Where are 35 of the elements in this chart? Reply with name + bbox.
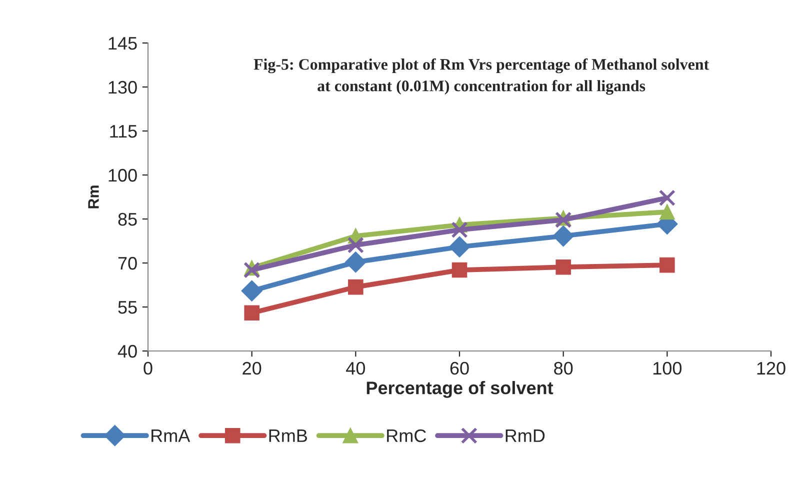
y-tick-label: 70: [118, 256, 137, 270]
y-tick-label: 40: [118, 344, 137, 358]
x-tick-label: 0: [144, 362, 152, 375]
y-axis-title: Rm: [88, 186, 99, 208]
point: [348, 279, 364, 295]
y-tick-label: 100: [108, 168, 137, 182]
point: [660, 204, 675, 220]
point: [658, 190, 676, 206]
legend-label: RmC: [387, 429, 426, 442]
y-tick-label: 115: [110, 125, 137, 138]
y-tick-label: 130: [108, 80, 137, 94]
point: [556, 259, 571, 275]
point: [452, 262, 468, 278]
x-tick-label: 100: [653, 362, 682, 375]
text: Fig-5: Comparative plot of Rm Vrs percentage of Methanol solvent at constant (0.01M) concentration for all ligands: [254, 58, 710, 95]
x-tick-label: 20: [242, 362, 262, 375]
point: [244, 305, 260, 321]
x-tick-label: 120: [757, 362, 786, 375]
point: [448, 236, 470, 258]
point: [451, 222, 468, 238]
point: [660, 257, 675, 273]
x-tick-label: 40: [346, 362, 366, 375]
point: [241, 280, 262, 302]
y-tick-label: 85: [118, 212, 137, 226]
point: [552, 226, 574, 247]
y-tick-label: 145: [108, 37, 137, 50]
point: [347, 236, 364, 254]
legend-label: RmD: [506, 430, 545, 442]
x-axis-title: Percentage of solvent: [366, 381, 554, 398]
legend-label: RmA: [152, 430, 190, 442]
x-tick-label: 60: [450, 362, 469, 375]
point: [345, 252, 366, 273]
y-tick-label: 55: [118, 301, 137, 314]
x-tick-label: 80: [554, 362, 573, 375]
legend-label: RmB: [269, 430, 307, 442]
